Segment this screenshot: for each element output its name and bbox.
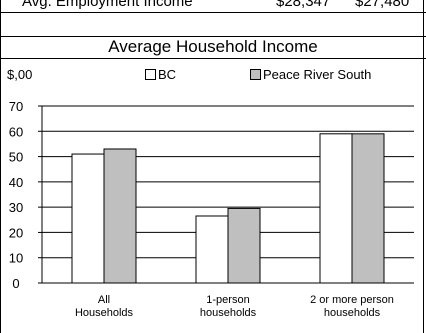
- y-tick-label-10: 10: [9, 251, 23, 266]
- legend-label-peace-river-south: Peace River South: [263, 67, 372, 82]
- title-divider-bottom: [0, 58, 426, 59]
- table-divider-top: [0, 12, 426, 13]
- x-category-label-2-0: 2 or more person: [310, 294, 394, 306]
- y-unit-label: $,00: [7, 67, 33, 82]
- legend-item-bc: BC: [145, 67, 176, 83]
- bar-peace-river-south-0: [103, 148, 137, 284]
- bar-bc-1: [195, 215, 229, 284]
- y-tick-label-50: 50: [9, 150, 23, 165]
- y-tick-label-0: 0: [12, 276, 19, 291]
- legend-swatch-bc: [145, 69, 156, 80]
- employment-income-row: Avg. Employment Income $28,347 $27,480: [0, 0, 426, 11]
- bar-peace-river-south-2: [351, 133, 385, 284]
- y-tick-label-30: 30: [9, 200, 23, 215]
- title-divider-top: [0, 36, 426, 37]
- x-category-label-0-1: Households: [75, 307, 134, 319]
- y-tick-label-60: 60: [9, 124, 23, 139]
- bar-bc-2: [319, 133, 353, 284]
- x-category-label-0-0: All: [98, 294, 110, 306]
- chart-title: Average Household Income: [108, 37, 318, 56]
- row-label: Avg. Employment Income: [22, 0, 193, 10]
- legend-label-bc: BC: [158, 67, 177, 82]
- y-tick-label-20: 20: [9, 225, 23, 240]
- row-value-peace-river: $27,480: [355, 0, 410, 10]
- legend-swatch-peace-river-south: [250, 69, 261, 80]
- bar-bc-0: [71, 153, 105, 284]
- x-category-label-2-1: households: [324, 307, 381, 319]
- row-value-bc: $28,347: [276, 0, 331, 10]
- y-tick-label-40: 40: [9, 175, 23, 190]
- legend-item-peace-river-south: Peace River South: [250, 67, 371, 83]
- x-category-label-1-0: 1-person: [206, 294, 249, 306]
- bar-peace-river-south-1: [227, 207, 261, 284]
- y-tick-label-70: 70: [9, 99, 23, 114]
- x-category-label-1-1: households: [200, 307, 257, 319]
